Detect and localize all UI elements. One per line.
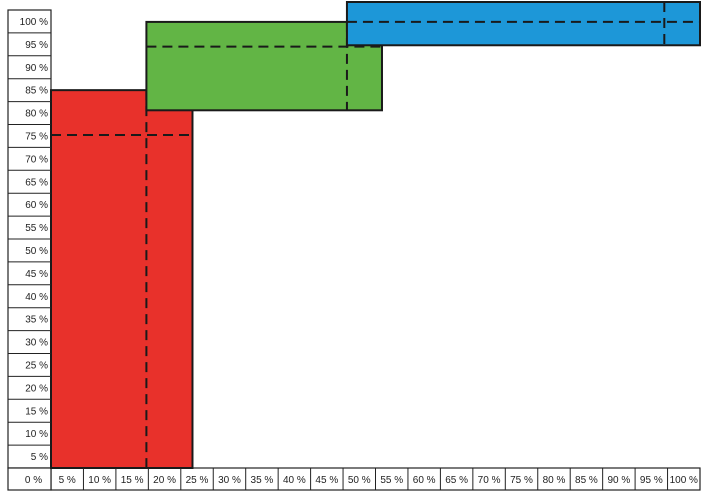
x-tick-label: 70 % <box>478 475 501 486</box>
x-tick-label: 10 % <box>88 475 111 486</box>
y-tick-label: 75 % <box>25 131 48 142</box>
y-tick-label: 80 % <box>25 109 48 120</box>
y-tick-label: 65 % <box>25 177 48 188</box>
x-tick-label: 50 % <box>348 475 371 486</box>
y-tick-label: 40 % <box>25 292 48 303</box>
x-tick-label: 20 % <box>153 475 176 486</box>
y-tick-label: 60 % <box>25 200 48 211</box>
x-tick-label: 55 % <box>380 475 403 486</box>
y-tick-label: 10 % <box>25 429 48 440</box>
x-tick-label: 5 % <box>59 475 76 486</box>
y-tick-label: 70 % <box>25 154 48 165</box>
x-tick-label: 0 % <box>25 475 42 486</box>
x-tick-label: 75 % <box>510 475 533 486</box>
y-tick-label: 30 % <box>25 338 48 349</box>
x-tick-label: 80 % <box>543 475 566 486</box>
y-tick-label: 20 % <box>25 383 48 394</box>
x-tick-label: 60 % <box>413 475 436 486</box>
range-box-2 <box>145 20 383 112</box>
x-tick-label: 95 % <box>640 475 663 486</box>
y-axis-ticks: 100 % 95 % 90 % 85 % 80 % 75 % 70 % 65 % 60 % 55 … <box>8 17 51 469</box>
y-tick-label: 50 % <box>25 246 48 257</box>
y-tick-label: 15 % <box>25 406 48 417</box>
x-tick-label: 65 % <box>445 475 468 486</box>
x-axis-ticks: 0 % 5 % 10 % 15 % 20 % 25 % 30 % 35 % 40 % 45 % 50… <box>25 468 701 490</box>
y-tick-label: 90 % <box>25 63 48 74</box>
range-box-1 <box>50 89 194 470</box>
y-tick-label: 100 % <box>20 17 48 28</box>
x-tick-label: 45 % <box>315 475 338 486</box>
x-tick-label: 90 % <box>607 475 630 486</box>
y-tick-label: 5 % <box>31 452 48 463</box>
x-tick-label: 85 % <box>575 475 598 486</box>
x-tick-label: 40 % <box>283 475 306 486</box>
rectangles <box>50 1 701 470</box>
y-tick-label: 35 % <box>25 315 48 326</box>
y-tick-label: 25 % <box>25 360 48 371</box>
range-box-3 <box>345 1 701 47</box>
x-tick-label: 30 % <box>218 475 241 486</box>
x-tick-label: 100 % <box>670 475 698 486</box>
y-tick-label: 85 % <box>25 86 48 97</box>
x-tick-label: 15 % <box>121 475 144 486</box>
y-tick-label: 55 % <box>25 223 48 234</box>
y-tick-label: 95 % <box>25 40 48 51</box>
x-tick-label: 35 % <box>251 475 274 486</box>
x-tick-label: 25 % <box>186 475 209 486</box>
y-tick-label: 45 % <box>25 269 48 280</box>
